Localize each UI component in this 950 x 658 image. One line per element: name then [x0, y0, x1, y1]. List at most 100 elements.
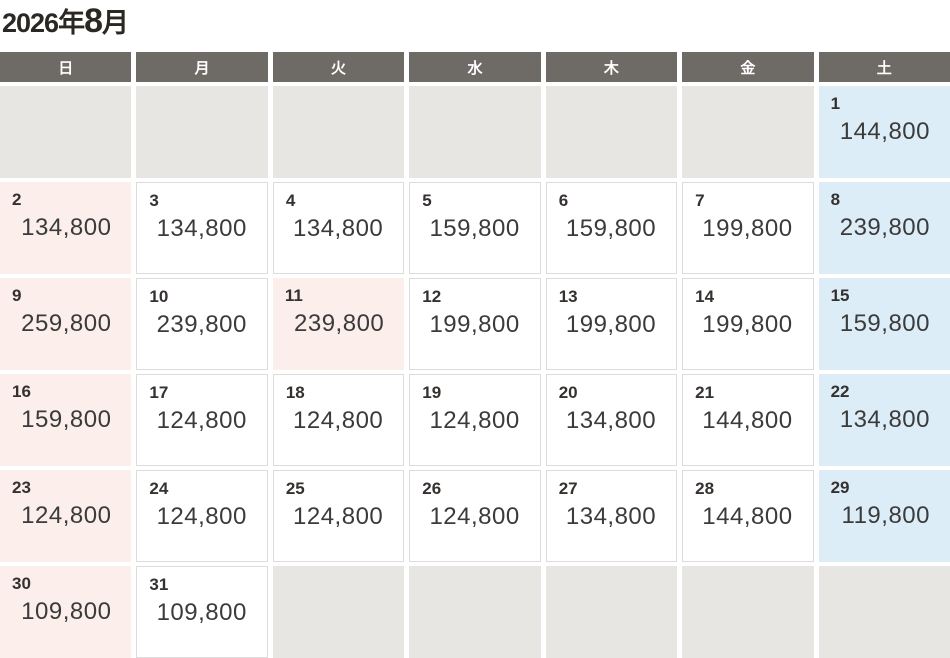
day-cell-15[interactable]: 15 159,800: [818, 278, 950, 370]
day-cell-31[interactable]: 31 109,800: [136, 566, 268, 658]
title-month-number: 8: [84, 2, 103, 40]
day-cell-2[interactable]: 2 134,800: [0, 182, 132, 274]
day-cell-3[interactable]: 3 134,800: [136, 182, 268, 274]
day-price: 134,800: [565, 503, 657, 530]
empty-cell: [0, 86, 132, 178]
empty-cell: [409, 86, 541, 178]
day-cell-21[interactable]: 21 144,800: [682, 374, 814, 466]
day-cell-12[interactable]: 12 199,800: [409, 278, 541, 370]
day-price: 199,800: [702, 311, 793, 338]
day-price: 134,800: [565, 407, 657, 434]
day-number: 4: [285, 191, 296, 210]
empty-cell: [409, 566, 541, 658]
day-cell-25[interactable]: 25 124,800: [272, 470, 405, 562]
day-cell-6[interactable]: 6 159,800: [545, 182, 678, 274]
day-price: 144,800: [702, 407, 793, 434]
day-price: 239,800: [839, 214, 930, 241]
day-cell-28[interactable]: 28 144,800: [682, 470, 814, 562]
day-price: 124,800: [156, 407, 247, 434]
day-price: 134,800: [839, 406, 930, 433]
day-number: 16: [12, 382, 31, 401]
day-cell-7[interactable]: 7 199,800: [682, 182, 814, 274]
title-month-suffix: 月: [102, 8, 129, 38]
day-number: 13: [558, 287, 578, 306]
day-cell-17[interactable]: 17 124,800: [136, 374, 268, 466]
day-cell-10[interactable]: 10 239,800: [136, 278, 268, 370]
day-cell-23[interactable]: 23 124,800: [0, 470, 132, 562]
day-cell-5[interactable]: 5 159,800: [409, 182, 541, 274]
empty-cell: [272, 566, 405, 658]
weekday-header-thu: 木: [545, 52, 678, 82]
day-cell-9[interactable]: 9 259,800: [0, 278, 132, 370]
day-number: 21: [695, 383, 715, 402]
day-price: 259,800: [21, 310, 112, 337]
day-number: 5: [422, 191, 432, 210]
day-number: 20: [558, 383, 578, 402]
day-price: 144,800: [839, 118, 930, 145]
day-cell-11[interactable]: 11 239,800: [272, 278, 405, 370]
day-price: 159,800: [429, 215, 520, 242]
day-price: 119,800: [841, 502, 930, 529]
day-price: 134,800: [156, 215, 247, 242]
day-number: 18: [285, 383, 305, 402]
day-cell-22[interactable]: 22 134,800: [818, 374, 950, 466]
day-price: 124,800: [156, 503, 247, 530]
weekday-header-tue: 火: [272, 52, 405, 82]
day-number: 31: [149, 575, 169, 594]
empty-cell: [136, 86, 268, 178]
day-cell-19[interactable]: 19 124,800: [409, 374, 541, 466]
day-number: 7: [695, 191, 705, 210]
day-cell-4[interactable]: 4 134,800: [272, 182, 405, 274]
empty-cell: [545, 86, 678, 178]
day-cell-24[interactable]: 24 124,800: [136, 470, 268, 562]
day-price: 134,800: [21, 214, 112, 241]
weekday-header-sat: 土: [818, 52, 950, 82]
day-cell-18[interactable]: 18 124,800: [272, 374, 405, 466]
day-cell-8[interactable]: 8 239,800: [818, 182, 950, 274]
day-price: 199,800: [429, 311, 520, 338]
empty-cell: [272, 86, 405, 178]
day-number: 9: [12, 286, 22, 305]
day-cell-1[interactable]: 1 144,800: [818, 86, 950, 178]
day-number: 12: [422, 287, 442, 306]
day-number: 29: [830, 478, 850, 497]
day-price: 124,800: [21, 502, 112, 529]
day-price: 124,800: [293, 407, 384, 434]
weekday-header-fri: 金: [682, 52, 814, 82]
day-price: 124,800: [293, 503, 384, 530]
day-cell-16[interactable]: 16 159,800: [0, 374, 132, 466]
day-price: 239,800: [294, 310, 385, 337]
day-number: 6: [558, 191, 569, 210]
day-price: 124,800: [429, 407, 520, 434]
day-number: 17: [149, 383, 169, 402]
day-cell-13[interactable]: 13 199,800: [545, 278, 678, 370]
day-number: 3: [149, 191, 159, 210]
day-number: 22: [830, 382, 850, 401]
day-price: 159,800: [565, 215, 657, 242]
day-number: 8: [830, 190, 841, 209]
day-price: 159,800: [839, 310, 930, 337]
day-number: 28: [695, 479, 715, 498]
empty-cell: [682, 566, 814, 658]
day-cell-20[interactable]: 20 134,800: [545, 374, 678, 466]
day-price: 109,800: [21, 598, 112, 625]
day-price: 199,800: [565, 311, 657, 338]
day-number: 15: [830, 286, 850, 305]
day-number: 23: [12, 478, 31, 497]
weekday-header-mon: 月: [136, 52, 268, 82]
day-cell-14[interactable]: 14 199,800: [682, 278, 814, 370]
page-title: 2026年8月: [2, 1, 129, 43]
day-number: 11: [284, 286, 303, 305]
day-price: 124,800: [429, 503, 520, 530]
day-number: 2: [12, 190, 22, 209]
empty-cell: [818, 566, 950, 658]
day-number: 25: [285, 479, 305, 498]
empty-cell: [545, 566, 678, 658]
day-number: 30: [12, 574, 31, 593]
day-cell-30[interactable]: 30 109,800: [0, 566, 132, 658]
day-cell-27[interactable]: 27 134,800: [545, 470, 678, 562]
day-number: 14: [695, 287, 715, 306]
day-cell-29[interactable]: 29 119,800: [818, 470, 950, 562]
day-cell-26[interactable]: 26 124,800: [409, 470, 541, 562]
